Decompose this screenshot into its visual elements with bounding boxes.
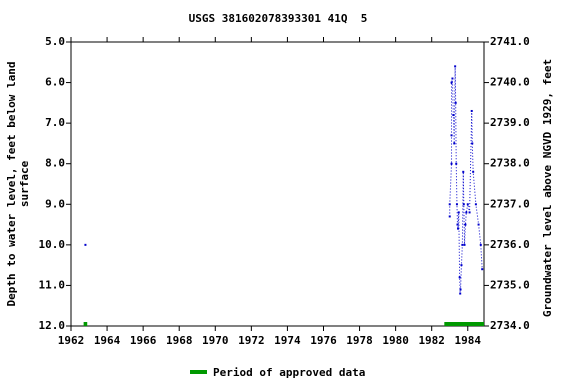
y-tick-label: 9.0 <box>45 197 65 210</box>
y-tick-label: 7.0 <box>45 116 65 129</box>
data-point <box>481 268 484 271</box>
data-point <box>463 243 466 246</box>
y-tick-label: 5.0 <box>45 35 65 48</box>
data-point <box>450 81 453 84</box>
x-tick-label: 1964 <box>94 334 121 347</box>
x-tick-label: 1968 <box>166 334 193 347</box>
x-tick-label: 1974 <box>274 334 301 347</box>
y2-tick-label: 2739.0 <box>490 116 530 129</box>
y2-tick-label: 2738.0 <box>490 157 530 170</box>
data-point <box>479 243 482 246</box>
legend-label: Period of approved data <box>213 366 365 379</box>
data-point <box>462 170 465 173</box>
data-point <box>455 203 458 206</box>
data-point <box>461 243 464 246</box>
data-point <box>448 215 451 218</box>
y2-tick-label: 2735.0 <box>490 278 530 291</box>
data-point <box>465 211 468 214</box>
y2-tick-label: 2737.0 <box>490 197 530 210</box>
approved-period <box>444 322 484 326</box>
y-axis-title: Depth to water level, feet below land <box>5 61 18 306</box>
data-point <box>464 223 467 226</box>
data-point <box>448 203 451 206</box>
data-point <box>457 211 460 214</box>
x-tick-label: 1970 <box>202 334 229 347</box>
y2-tick-label: 2734.0 <box>490 319 530 332</box>
data-point <box>468 211 471 214</box>
data-point <box>455 162 458 165</box>
data-point <box>474 203 477 206</box>
y-tick-label: 8.0 <box>45 157 65 170</box>
data-point <box>450 134 453 137</box>
x-tick-label: 1976 <box>310 334 337 347</box>
data-point <box>454 101 457 104</box>
data-point <box>466 203 469 206</box>
data-point <box>471 142 474 145</box>
data-point <box>460 264 463 267</box>
data-point <box>457 227 460 230</box>
data-point <box>458 276 461 279</box>
data-point <box>459 292 462 295</box>
approved-period <box>83 322 88 326</box>
x-tick-label: 1980 <box>382 334 409 347</box>
y-tick-label: 11.0 <box>39 278 66 291</box>
plot-frame <box>70 41 485 327</box>
y2-axis-title: Groundwater level above NGVD 1929, feet <box>541 59 554 317</box>
data-point <box>462 203 465 206</box>
data-point <box>456 223 459 226</box>
x-tick-label: 1978 <box>346 334 373 347</box>
x-tick-label: 1962 <box>58 334 85 347</box>
data-point <box>452 114 455 117</box>
chart-title: USGS 381602078393301 41Q 5 <box>189 12 368 25</box>
y-tick-label: 10.0 <box>39 238 66 251</box>
y2-tick-label: 2741.0 <box>490 35 530 48</box>
data-line <box>449 66 483 294</box>
data-point <box>459 288 462 291</box>
x-tick-label: 1966 <box>130 334 157 347</box>
data-point <box>477 223 480 226</box>
x-tick-label: 1972 <box>238 334 265 347</box>
y2-tick-label: 2736.0 <box>490 238 530 251</box>
data-point <box>472 170 475 173</box>
data-point <box>470 109 473 112</box>
y-tick-label: 6.0 <box>45 76 65 89</box>
y2-tick-label: 2740.0 <box>490 76 530 89</box>
y-tick-label: 12.0 <box>39 319 66 332</box>
y-axis-title: surface <box>18 160 31 207</box>
data-point <box>453 142 456 145</box>
x-tick-label: 1982 <box>418 334 445 347</box>
data-point <box>454 65 457 68</box>
x-tick-label: 1984 <box>455 334 482 347</box>
data-point <box>451 77 454 80</box>
data-point <box>450 162 453 165</box>
data-point <box>84 243 87 246</box>
